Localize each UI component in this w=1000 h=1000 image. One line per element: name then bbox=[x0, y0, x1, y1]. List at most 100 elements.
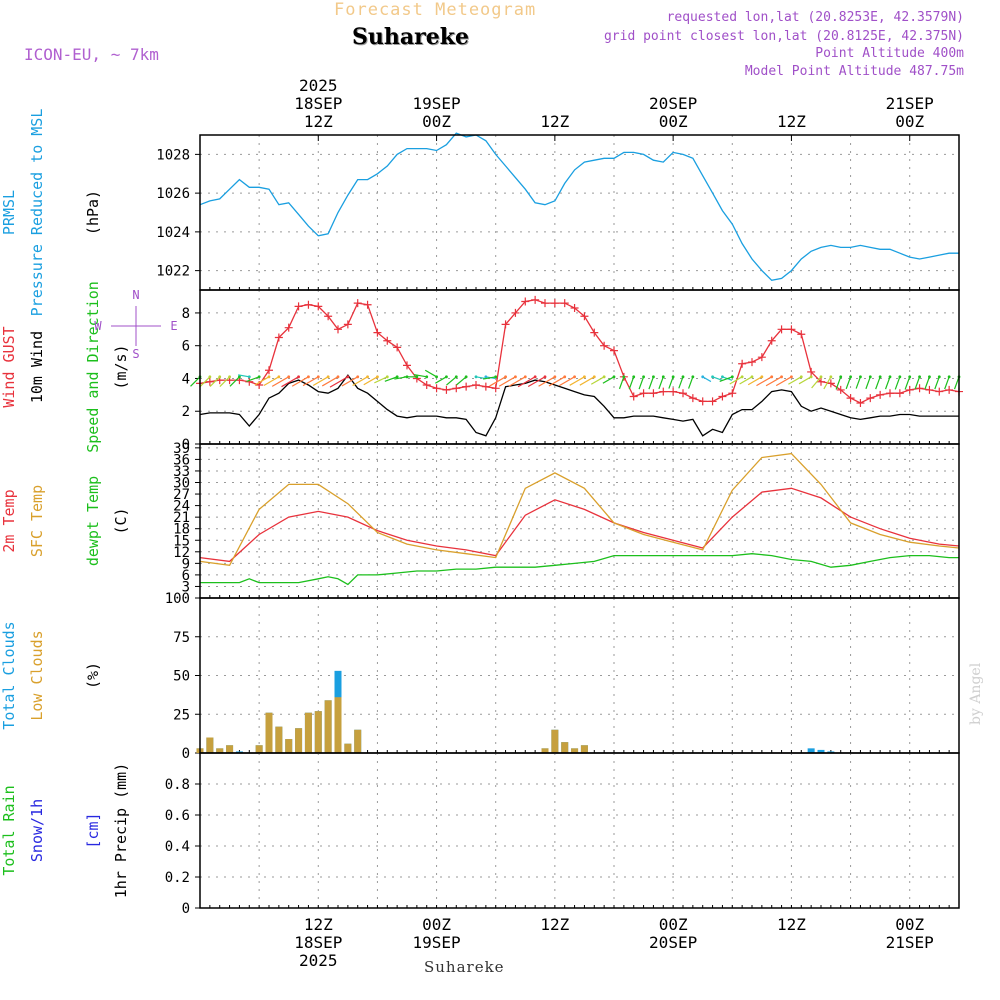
series-line bbox=[199, 299, 960, 404]
gust-marker bbox=[363, 300, 372, 309]
wind-arrow bbox=[875, 376, 881, 390]
wind-arrow-head bbox=[287, 375, 291, 379]
cloud-bar bbox=[275, 726, 283, 753]
gust-marker bbox=[501, 320, 510, 329]
panel-side-label: (C) bbox=[112, 507, 130, 534]
wind-arrow bbox=[219, 376, 230, 387]
wind-arrow bbox=[602, 376, 615, 384]
y-tick-label: 0 bbox=[182, 746, 190, 762]
wind-arrow-head bbox=[839, 375, 843, 379]
wind-arrow bbox=[246, 376, 260, 382]
y-tick-label: 1024 bbox=[156, 225, 190, 241]
wind-arrow bbox=[590, 376, 605, 385]
wind-arrow-head bbox=[366, 375, 369, 379]
y-tick-label: 1026 bbox=[156, 186, 190, 202]
wind-arrow-head bbox=[730, 375, 734, 379]
wind-arrow-head bbox=[336, 375, 340, 379]
cloud-bar bbox=[216, 748, 224, 753]
wind-arrow-head bbox=[228, 375, 231, 379]
wind-arrow bbox=[435, 376, 447, 384]
y-tick-label: 9 bbox=[182, 556, 190, 572]
gust-marker bbox=[895, 389, 904, 398]
gust-marker bbox=[698, 397, 707, 406]
wind-arrow bbox=[209, 376, 221, 387]
wind-arrow bbox=[190, 376, 201, 387]
panel-side-label: Wind GUST bbox=[0, 326, 18, 407]
wind-arrow-head bbox=[701, 375, 705, 379]
panel-0: 1022 1024 1026 1028 PRMSL Pressure Reduced to… bbox=[0, 109, 960, 316]
wind-arrow-head bbox=[277, 375, 281, 379]
wind-arrow bbox=[312, 376, 329, 386]
wind-arrow bbox=[321, 376, 339, 387]
gust-marker bbox=[866, 394, 875, 403]
wind-arrow-head bbox=[711, 375, 714, 379]
panel-side-label: 2m Temp bbox=[0, 489, 18, 552]
cloud-bar bbox=[295, 728, 303, 753]
series-line bbox=[199, 374, 959, 437]
cloud-bar bbox=[551, 729, 559, 753]
wind-arrow-head bbox=[484, 375, 488, 379]
gust-marker bbox=[265, 366, 273, 375]
cloud-bar bbox=[285, 739, 293, 753]
panel-side-label: (hPa) bbox=[84, 190, 102, 235]
compass-s: S bbox=[132, 347, 139, 361]
cloud-bar bbox=[324, 700, 332, 753]
gust-marker bbox=[284, 323, 293, 332]
y-tick-label: 36 bbox=[173, 452, 190, 468]
top-time-label: 00Z bbox=[895, 112, 924, 131]
wind-arrow bbox=[702, 376, 712, 383]
gust-marker bbox=[905, 385, 914, 394]
gust-marker bbox=[334, 325, 342, 334]
wind-arrow-head bbox=[543, 375, 547, 379]
gust-marker bbox=[570, 304, 579, 313]
top-time-label: 00Z bbox=[659, 112, 688, 131]
panel-side-label: PRMSL bbox=[0, 190, 18, 235]
panel-frame bbox=[199, 134, 960, 291]
wind-arrow-head bbox=[385, 375, 389, 379]
bottom-time-label: 00Z bbox=[895, 915, 924, 934]
panel-1: 0 2 4 6 8 Wind GUST 10m Wind Speed and Directio… bbox=[0, 281, 963, 453]
footer-location: Suhareke bbox=[424, 958, 505, 976]
gust-marker bbox=[708, 397, 717, 406]
cloud-bar bbox=[206, 737, 214, 753]
wind-arrow-head bbox=[523, 375, 527, 379]
cloud-bar bbox=[314, 711, 322, 753]
wind-arrow-head bbox=[425, 375, 429, 379]
gust-marker bbox=[452, 384, 461, 393]
panel-frame bbox=[199, 752, 960, 909]
gust-marker bbox=[481, 382, 490, 391]
wind-arrow-head bbox=[247, 375, 251, 379]
cloud-bar bbox=[235, 751, 243, 753]
y-tick-label: 2 bbox=[182, 404, 190, 420]
y-tick-label: 0.6 bbox=[165, 808, 190, 824]
wind-arrow-head bbox=[208, 375, 212, 379]
wind-arrow-head bbox=[780, 375, 783, 379]
wind-arrow-head bbox=[928, 375, 931, 379]
gust-marker bbox=[472, 381, 480, 390]
wind-arrow-head bbox=[563, 375, 567, 379]
gust-marker bbox=[738, 359, 747, 368]
panel-side-label: Snow/1h bbox=[28, 799, 46, 862]
gust-marker bbox=[541, 299, 549, 308]
wind-arrow-head bbox=[445, 375, 448, 379]
y-tick-label: 21 bbox=[173, 510, 190, 526]
top-time-label: 12Z bbox=[777, 112, 806, 131]
wind-arrow-head bbox=[316, 375, 320, 379]
gust-marker bbox=[511, 308, 520, 317]
gust-marker bbox=[787, 325, 796, 334]
bottom-time-label: 12Z bbox=[540, 915, 569, 934]
gust-marker bbox=[314, 302, 323, 311]
requested-coordinates: requested lon,lat (20.8253E, 42.3579N) bbox=[666, 10, 964, 25]
gust-marker bbox=[343, 320, 352, 329]
gust-marker bbox=[669, 387, 678, 396]
y-tick-label: 100 bbox=[165, 591, 190, 607]
wind-arrow-head bbox=[632, 375, 636, 379]
y-tick-label: 6 bbox=[182, 339, 190, 355]
cloud-bar bbox=[827, 751, 835, 753]
wind-arrow-head bbox=[750, 375, 754, 379]
wind-arrow-head bbox=[592, 375, 596, 379]
wind-arrow-head bbox=[819, 375, 823, 379]
top-time-label: 2025 bbox=[299, 76, 338, 95]
wind-arrow-head bbox=[898, 375, 902, 379]
gust-marker bbox=[580, 312, 589, 321]
